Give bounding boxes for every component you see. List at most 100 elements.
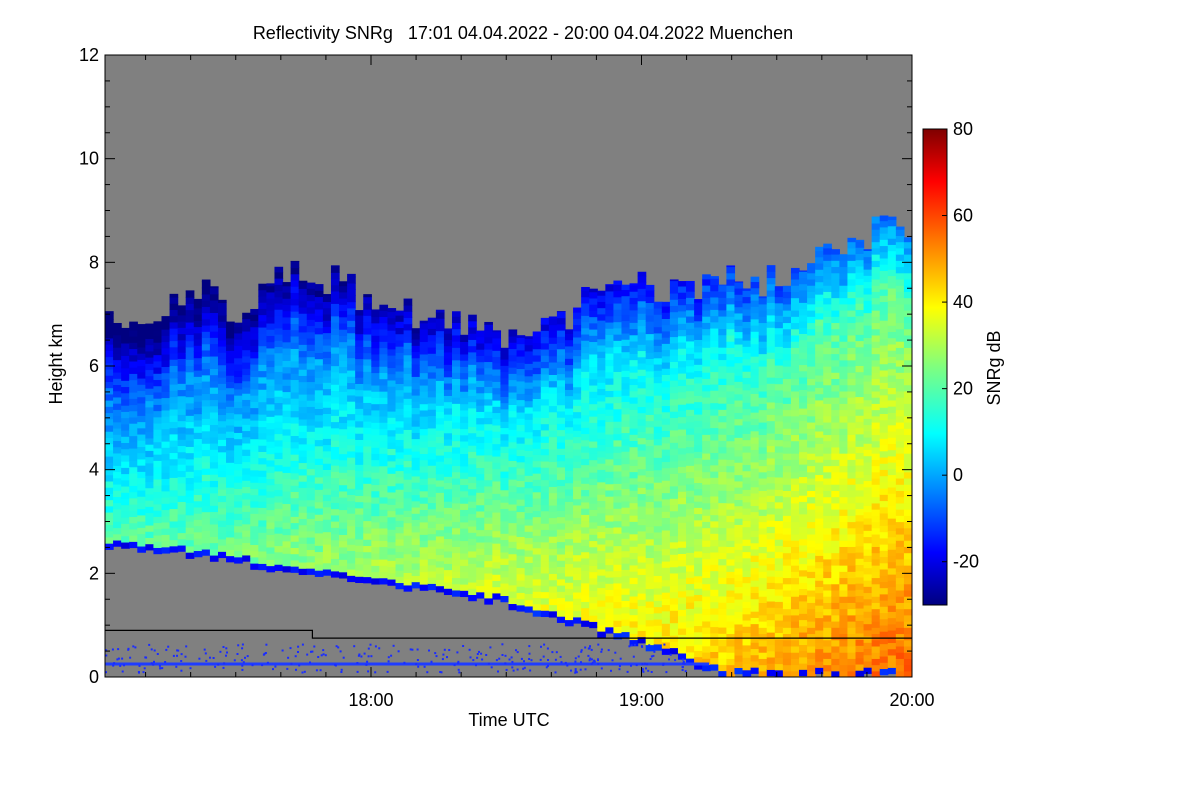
- field-cell: [855, 601, 865, 609]
- field-cell: [508, 435, 518, 443]
- field-cell: [524, 444, 534, 451]
- field-cell: [548, 467, 558, 475]
- field-cell: [823, 272, 832, 280]
- field-cell: [863, 325, 873, 332]
- field-cell: [839, 565, 849, 572]
- field-cell: [427, 415, 437, 423]
- field-cell: [589, 422, 598, 430]
- field-cell: [734, 418, 744, 426]
- field-cell: [105, 499, 114, 507]
- field-cell: [153, 478, 163, 486]
- field-cell: [274, 352, 284, 360]
- field-cell: [217, 501, 227, 509]
- field-cell: [330, 458, 340, 466]
- field-cell: [242, 349, 251, 357]
- field-cell: [403, 460, 413, 468]
- field-cell: [234, 370, 243, 377]
- field-cell: [774, 632, 784, 640]
- field-cell: [669, 603, 679, 611]
- field-cell: [468, 569, 477, 577]
- field-cell: [258, 550, 267, 558]
- field-cell: [750, 436, 760, 444]
- field-column: [847, 237, 857, 677]
- field-cell: [613, 365, 623, 372]
- field-cell: [774, 483, 784, 490]
- field-cell: [347, 338, 356, 346]
- field-cell: [290, 435, 300, 443]
- field-cell: [799, 619, 808, 627]
- field-cell: [677, 292, 687, 299]
- field-cell: [371, 391, 380, 398]
- field-cell: [782, 490, 792, 498]
- field-cell: [153, 447, 163, 455]
- field-cell: [484, 373, 493, 381]
- field-cell: [290, 292, 300, 300]
- field-cell: [476, 504, 485, 512]
- field-cell: [468, 358, 477, 365]
- field-cell: [274, 427, 284, 435]
- field-cell: [847, 589, 857, 597]
- field-cell: [306, 499, 316, 507]
- field-cell: [540, 603, 550, 611]
- field-cell: [548, 573, 558, 581]
- field-cell: [863, 480, 873, 488]
- field-cell: [694, 606, 703, 614]
- field-cell: [234, 382, 243, 390]
- field-cell: [734, 387, 744, 395]
- field-cell: [363, 508, 372, 515]
- field-cell: [774, 638, 784, 646]
- field-cell: [540, 560, 550, 568]
- field-cell: [637, 393, 647, 401]
- field-cell: [516, 579, 526, 587]
- field-cell: [242, 380, 251, 388]
- field-cell: [669, 579, 679, 586]
- field-cell: [702, 614, 711, 622]
- field-cell: [201, 356, 211, 363]
- field-cell: [516, 499, 526, 506]
- field-cell: [209, 523, 219, 531]
- field-cell: [161, 329, 171, 336]
- field-cell: [686, 446, 695, 454]
- field-cell: [193, 482, 203, 489]
- field-cell: [839, 502, 849, 510]
- field-cell: [831, 384, 840, 392]
- field-cell: [718, 284, 727, 292]
- field-cell: [403, 311, 413, 318]
- field-cell: [702, 527, 711, 535]
- field-cell: [742, 420, 752, 428]
- field-cell: [726, 353, 736, 361]
- field-cell: [476, 330, 485, 338]
- field-cell: [774, 613, 784, 621]
- field-cell: [758, 521, 768, 529]
- field-cell: [831, 540, 840, 547]
- field-cell: [476, 349, 485, 356]
- field-cell: [613, 626, 623, 634]
- field-cell: [839, 403, 849, 411]
- field-cell: [718, 496, 727, 504]
- field-cell: [177, 445, 187, 453]
- field-column: [815, 246, 824, 675]
- field-cell: [314, 358, 324, 366]
- field-cell: [799, 401, 808, 409]
- field-cell: [613, 396, 623, 404]
- field-cell: [799, 513, 808, 521]
- field-cell: [185, 533, 195, 541]
- field-cell: [702, 465, 711, 473]
- field-cell: [645, 352, 655, 359]
- field-cell: [290, 466, 300, 474]
- field-cell: [677, 559, 687, 567]
- field-cell: [839, 390, 849, 398]
- field-cell: [435, 343, 445, 350]
- field-cell: [460, 590, 469, 598]
- field-cell: [637, 271, 647, 277]
- field-cell: [694, 469, 703, 477]
- field-cell: [621, 413, 631, 421]
- field-cell: [330, 290, 340, 298]
- field-cell: [847, 272, 857, 280]
- field-cell: [161, 459, 171, 467]
- field-cell: [403, 466, 413, 474]
- field-cell: [710, 663, 719, 671]
- field-cell: [782, 527, 792, 535]
- field-cell: [556, 392, 566, 400]
